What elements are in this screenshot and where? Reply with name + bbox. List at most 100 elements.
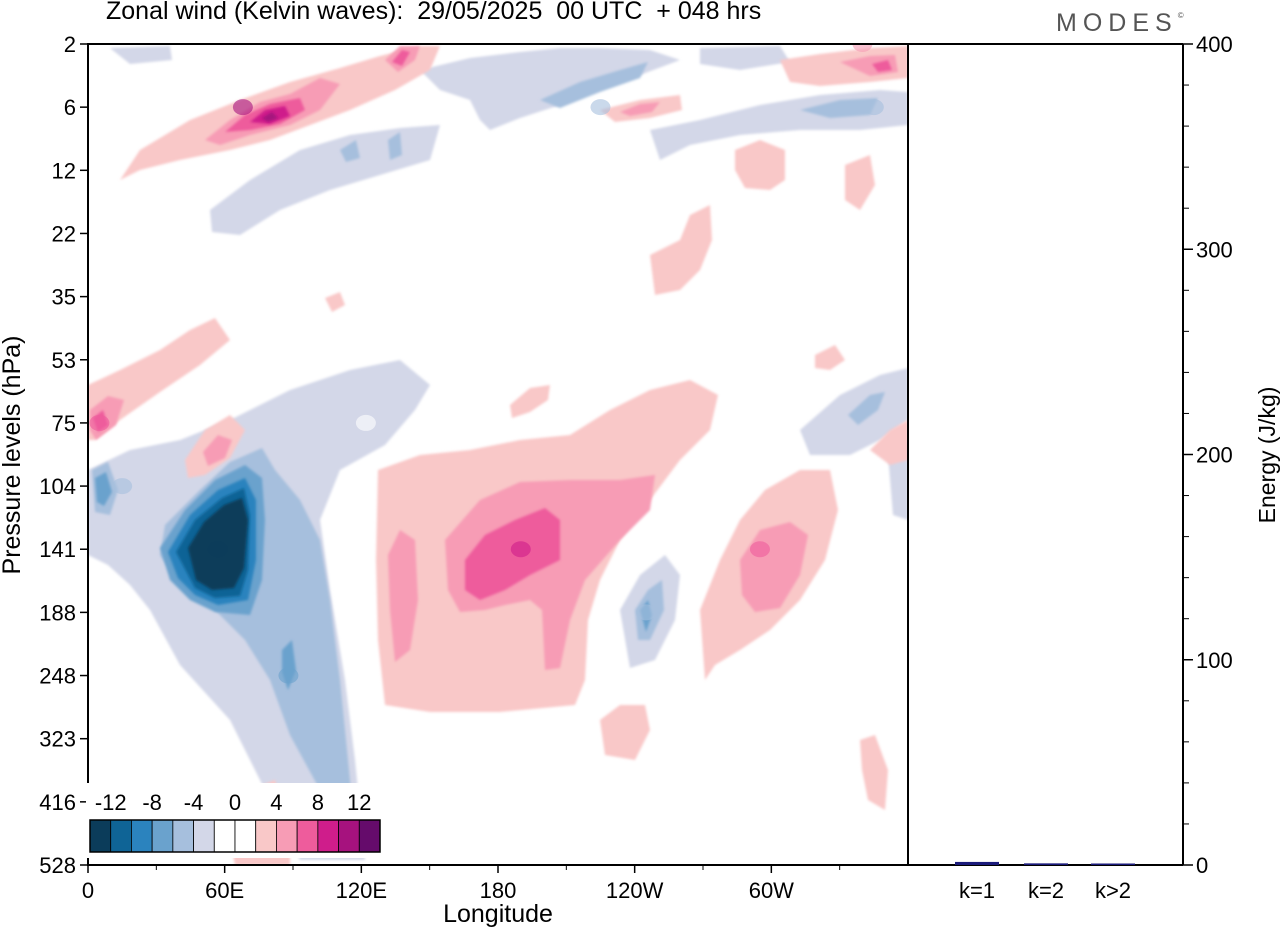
wind-core (112, 478, 133, 495)
y-axis: 2 6 12 22 35 53 75 104 141 188 248 323 416 528 (39, 32, 88, 878)
modes-logo: MODES© (1056, 9, 1184, 38)
contour-region (340, 140, 360, 162)
colorbar-swatch (358, 819, 381, 853)
contour-region (95, 472, 112, 506)
y-tick-label: 6 (64, 95, 76, 120)
contour-region (210, 125, 440, 235)
x-tick-label: 60E (205, 878, 244, 903)
wind-core (89, 414, 110, 431)
contour-region (620, 102, 660, 116)
colorbar-frame (89, 819, 381, 853)
contour-region (465, 508, 560, 600)
wind-core (852, 44, 873, 52)
colorbar-tick-label: 8 (312, 790, 324, 815)
x-tick-label: 60W (749, 878, 794, 903)
y-tick-label: 141 (39, 537, 76, 562)
colorbar-tick-label: 4 (270, 790, 282, 815)
x-tick-label: 120W (606, 878, 664, 903)
wind-core (232, 99, 253, 116)
y-tick-label: 188 (39, 600, 76, 625)
contour-region (848, 392, 885, 425)
energy-tick-label: 300 (1196, 237, 1233, 262)
contour-region (600, 705, 650, 760)
wind-core (207, 541, 228, 558)
wind-core (749, 541, 770, 558)
contour-region (735, 140, 785, 190)
energy-bars: k=1 k=2 k>2 (955, 861, 1135, 903)
energy-bar (1024, 863, 1068, 865)
colorbar-tick-label: -8 (142, 790, 162, 815)
contour-region (860, 735, 888, 810)
contour-region (800, 98, 878, 118)
colorbar-swatch (255, 819, 277, 853)
contour-region (262, 112, 278, 122)
y-tick-label: 2 (64, 32, 76, 57)
y-tick-label: 12 (52, 158, 76, 183)
contour-region (870, 420, 908, 465)
wind-field-contours (88, 44, 908, 865)
colorbar-tick-label: 12 (347, 790, 371, 815)
y-axis-label: Pressure levels (hPa) (0, 336, 26, 575)
contour-region (540, 62, 648, 108)
y-tick-label: 416 (39, 790, 76, 815)
contour-region (388, 530, 418, 662)
energy-tick-label: 100 (1196, 648, 1233, 673)
wind-core (355, 414, 376, 431)
energy-tick-label: 0 (1196, 853, 1208, 878)
x-tick-label: 0 (82, 878, 94, 903)
y-tick-label: 35 (52, 285, 76, 310)
x-axis-label: Longitude (443, 900, 553, 928)
energy-axis-label: Energy (J/kg) (1254, 387, 1280, 524)
logo-text: MODES (1056, 9, 1178, 37)
energy-bar-label: k=1 (959, 878, 995, 903)
energy-bar (1091, 863, 1135, 865)
colorbar-swatch (317, 819, 339, 853)
colorbar-swatch (131, 819, 153, 853)
x-tick-label: 180 (480, 878, 517, 903)
contour-region (445, 475, 655, 670)
energy-axis: 0 100 200 300 400 (1183, 32, 1233, 878)
copyright-mark: © (1177, 10, 1184, 20)
contour-region (872, 60, 892, 72)
contour-region (110, 46, 172, 64)
y-tick-label: 323 (39, 727, 76, 752)
colorbar-swatch (89, 819, 112, 853)
colorbar-tick-label: 0 (229, 790, 241, 815)
colorbar-swatch (172, 819, 194, 853)
contour-region (510, 385, 550, 418)
wind-core (590, 99, 611, 116)
colorbar-legend: -12 -8 -4 0 4 8 12 (86, 783, 384, 858)
contour-region (845, 155, 875, 210)
y-tick-label: 104 (39, 474, 76, 499)
colorbar-swatch (276, 819, 298, 853)
energy-bar-label: k>2 (1095, 878, 1131, 903)
y-tick-label: 22 (52, 221, 76, 246)
y-tick-label: 528 (39, 853, 76, 878)
contour-region (203, 435, 232, 466)
contour-region (325, 292, 345, 312)
colorbar-swatch (338, 819, 360, 853)
contour-region (88, 318, 230, 440)
y-tick-label: 75 (52, 411, 76, 436)
contour-region (388, 132, 402, 160)
y-tick-label: 248 (39, 664, 76, 689)
colorbar-tick-label: -12 (95, 790, 127, 815)
wind-core (510, 541, 531, 558)
contour-region (815, 345, 845, 370)
contour-region (700, 46, 790, 70)
colorbar-swatch (151, 819, 174, 853)
colorbar-tick-label: -4 (184, 790, 204, 815)
colorbar-swatch (110, 819, 132, 853)
energy-bar (955, 861, 999, 865)
wind-core (278, 667, 299, 684)
contour-region (392, 50, 410, 66)
energy-bar-label: k=2 (1028, 878, 1064, 903)
energy-tick-label: 200 (1196, 443, 1233, 468)
x-tick-label: 120E (336, 878, 387, 903)
contour-region (650, 205, 712, 295)
wind-core (863, 99, 884, 116)
chart-title: Zonal wind (Kelvin waves): 29/05/2025 00… (106, 0, 762, 25)
y-tick-label: 53 (52, 348, 76, 373)
wind-core (636, 604, 657, 621)
